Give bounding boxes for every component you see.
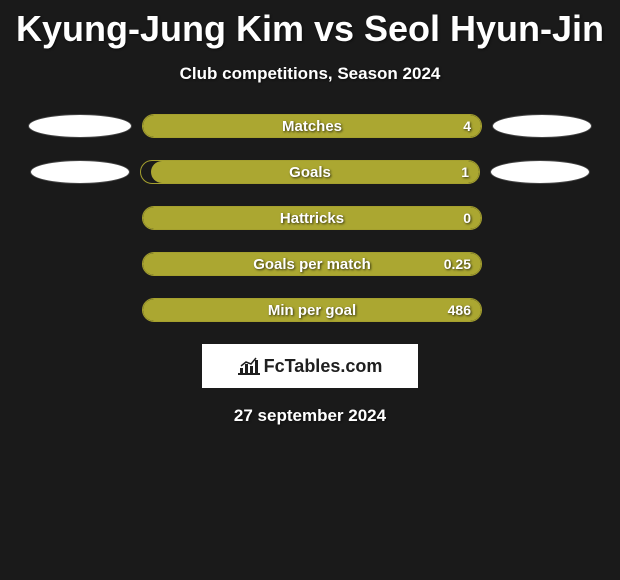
stat-row: Min per goal 486 bbox=[0, 298, 620, 322]
left-marker-ellipse bbox=[28, 114, 132, 138]
stat-row: Hattricks 0 bbox=[0, 206, 620, 230]
stat-bar-fill bbox=[143, 253, 481, 275]
stat-row: Goals 1 bbox=[0, 160, 620, 184]
stat-bar: Goals per match 0.25 bbox=[142, 252, 482, 276]
right-marker-ellipse bbox=[492, 114, 592, 138]
page-title: Kyung-Jung Kim vs Seol Hyun-Jin bbox=[0, 0, 620, 50]
stat-value: 4 bbox=[463, 115, 471, 137]
stat-bar-fill bbox=[143, 299, 481, 321]
date-text: 27 september 2024 bbox=[0, 406, 620, 426]
right-marker-ellipse bbox=[490, 160, 590, 184]
stats-container: Matches 4 Goals 1 Hattricks 0 bbox=[0, 114, 620, 322]
stat-bar: Matches 4 bbox=[142, 114, 482, 138]
logo: FcTables.com bbox=[238, 356, 383, 377]
logo-box[interactable]: FcTables.com bbox=[202, 344, 418, 388]
stat-bar: Hattricks 0 bbox=[142, 206, 482, 230]
stat-value: 0.25 bbox=[444, 253, 471, 275]
stat-row: Matches 4 bbox=[0, 114, 620, 138]
stat-bar: Min per goal 486 bbox=[142, 298, 482, 322]
stat-bar-fill bbox=[151, 161, 479, 183]
stat-bar-fill bbox=[143, 207, 481, 229]
logo-text: FcTables.com bbox=[264, 356, 383, 377]
stat-row: Goals per match 0.25 bbox=[0, 252, 620, 276]
stat-bar-fill bbox=[143, 115, 481, 137]
stat-value: 486 bbox=[448, 299, 471, 321]
left-marker-ellipse bbox=[30, 160, 130, 184]
stat-value: 0 bbox=[463, 207, 471, 229]
chart-icon bbox=[238, 357, 260, 375]
stat-value: 1 bbox=[461, 161, 469, 183]
subtitle: Club competitions, Season 2024 bbox=[0, 64, 620, 84]
stat-bar: Goals 1 bbox=[140, 160, 480, 184]
